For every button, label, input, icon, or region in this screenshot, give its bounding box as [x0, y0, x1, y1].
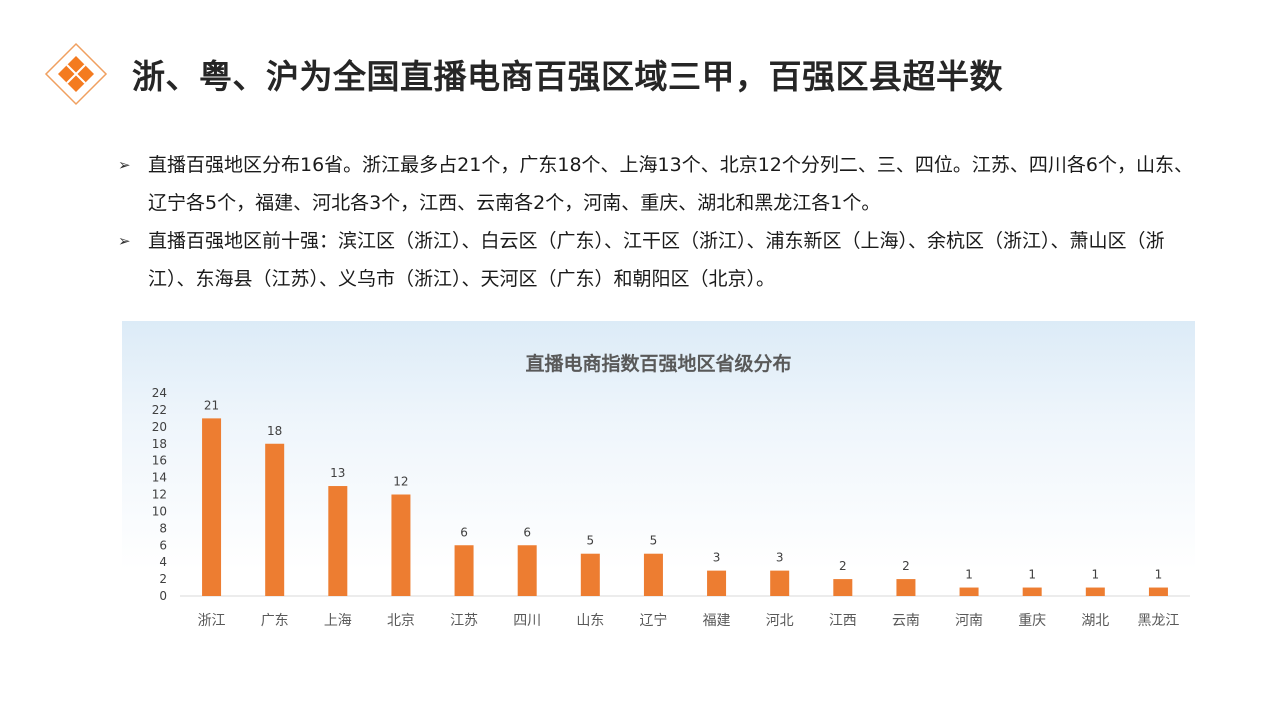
bar: [896, 579, 916, 596]
x-tick-label: 河北: [766, 613, 794, 629]
data-label: 21: [204, 398, 219, 412]
bar: [1085, 587, 1105, 596]
page-title: 浙、粤、沪为全国直播电商百强区域三甲，百强区县超半数: [132, 57, 1003, 96]
bar: [517, 545, 537, 596]
bar: [202, 418, 222, 596]
y-tick-label: 10: [152, 504, 167, 518]
bullet-list: ➢ 直播百强地区分布16省。浙江最多占21个，广东18个、上海13个、北京12个…: [118, 146, 1198, 298]
y-tick-label: 2: [159, 572, 167, 586]
bar: [959, 587, 979, 596]
x-tick-label: 四川: [513, 613, 541, 629]
x-tick-label: 河南: [955, 613, 983, 629]
bullet-item-distribution: ➢ 直播百强地区分布16省。浙江最多占21个，广东18个、上海13个、北京12个…: [118, 146, 1198, 222]
y-tick-label: 20: [152, 420, 167, 434]
y-tick-label: 16: [152, 454, 167, 468]
data-label: 12: [393, 475, 408, 489]
bar: [833, 579, 853, 596]
y-tick-label: 14: [152, 471, 167, 485]
bullet-text-top-ten: 直播百强地区前十强：滨江区（浙江）、白云区（广东）、江干区（浙江）、浦东新区（上…: [148, 230, 1165, 290]
data-label: 1: [1155, 568, 1163, 582]
bar: [328, 486, 348, 596]
data-label: 2: [902, 559, 910, 573]
x-tick-label: 辽宁: [639, 612, 667, 629]
data-label: 3: [776, 551, 784, 565]
bar: [643, 553, 663, 596]
bar: [1148, 587, 1168, 596]
bar-chart: 直播电商指数百强地区省级分布 0 2 4 6 8 10 12 14 16 18 20 22 24 21 1…: [122, 321, 1195, 641]
data-label: 3: [713, 551, 721, 565]
x-tick-label: 湖北: [1081, 613, 1109, 629]
x-tick-label: 福建: [703, 613, 731, 629]
bar: [707, 570, 727, 596]
y-tick-label: 8: [159, 521, 167, 535]
y-tick-label: 0: [159, 589, 167, 603]
data-label: 18: [267, 424, 282, 438]
data-label: 5: [586, 534, 594, 548]
bar: [1022, 587, 1042, 596]
arrowhead-bullet-icon: ➢: [118, 156, 131, 174]
x-tick-label: 北京: [387, 613, 415, 629]
data-label: 1: [1028, 568, 1036, 582]
x-tick-label: 江西: [829, 613, 857, 629]
chart-title: 直播电商指数百强地区省级分布: [525, 353, 792, 375]
data-label: 6: [523, 525, 531, 539]
y-tick-label: 4: [159, 555, 167, 569]
data-label: 5: [650, 534, 658, 548]
bullet-text-distribution: 直播百强地区分布16省。浙江最多占21个，广东18个、上海13个、北京12个分列…: [148, 154, 1193, 214]
bar: [454, 545, 474, 596]
y-tick-label: 18: [152, 437, 167, 451]
bar: [391, 494, 411, 596]
y-tick-label: 12: [152, 488, 167, 502]
bar: [580, 553, 600, 596]
y-tick-label: 6: [159, 538, 167, 552]
x-tick-label: 重庆: [1018, 613, 1046, 629]
data-label: 6: [460, 525, 468, 539]
x-tick-label: 江苏: [450, 613, 478, 629]
x-tick-label: 上海: [324, 613, 352, 629]
x-tick-label: 云南: [892, 613, 920, 629]
data-label: 1: [1091, 568, 1099, 582]
x-tick-label: 黑龙江: [1137, 613, 1179, 629]
data-label: 1: [965, 568, 973, 582]
bar: [265, 443, 285, 596]
arrowhead-bullet-icon: ➢: [118, 232, 131, 250]
orange-diamond-logo-icon: [44, 42, 108, 106]
bullet-item-top-ten: ➢ 直播百强地区前十强：滨江区（浙江）、白云区（广东）、江干区（浙江）、浦东新区…: [118, 222, 1198, 298]
data-label: 13: [330, 466, 345, 480]
x-axis-labels: 浙江 广东 上海 北京 江苏 四川 山东 辽宁 福建 河北 江西 云南 河南 重庆 湖北 黑龙江: [198, 612, 1180, 629]
y-tick-label: 24: [152, 386, 167, 400]
data-label: 2: [839, 559, 847, 573]
x-tick-label: 浙江: [198, 613, 226, 629]
y-tick-label: 22: [152, 403, 167, 417]
bar: [770, 570, 790, 596]
x-tick-label: 山东: [576, 613, 604, 629]
x-tick-label: 广东: [261, 613, 289, 629]
